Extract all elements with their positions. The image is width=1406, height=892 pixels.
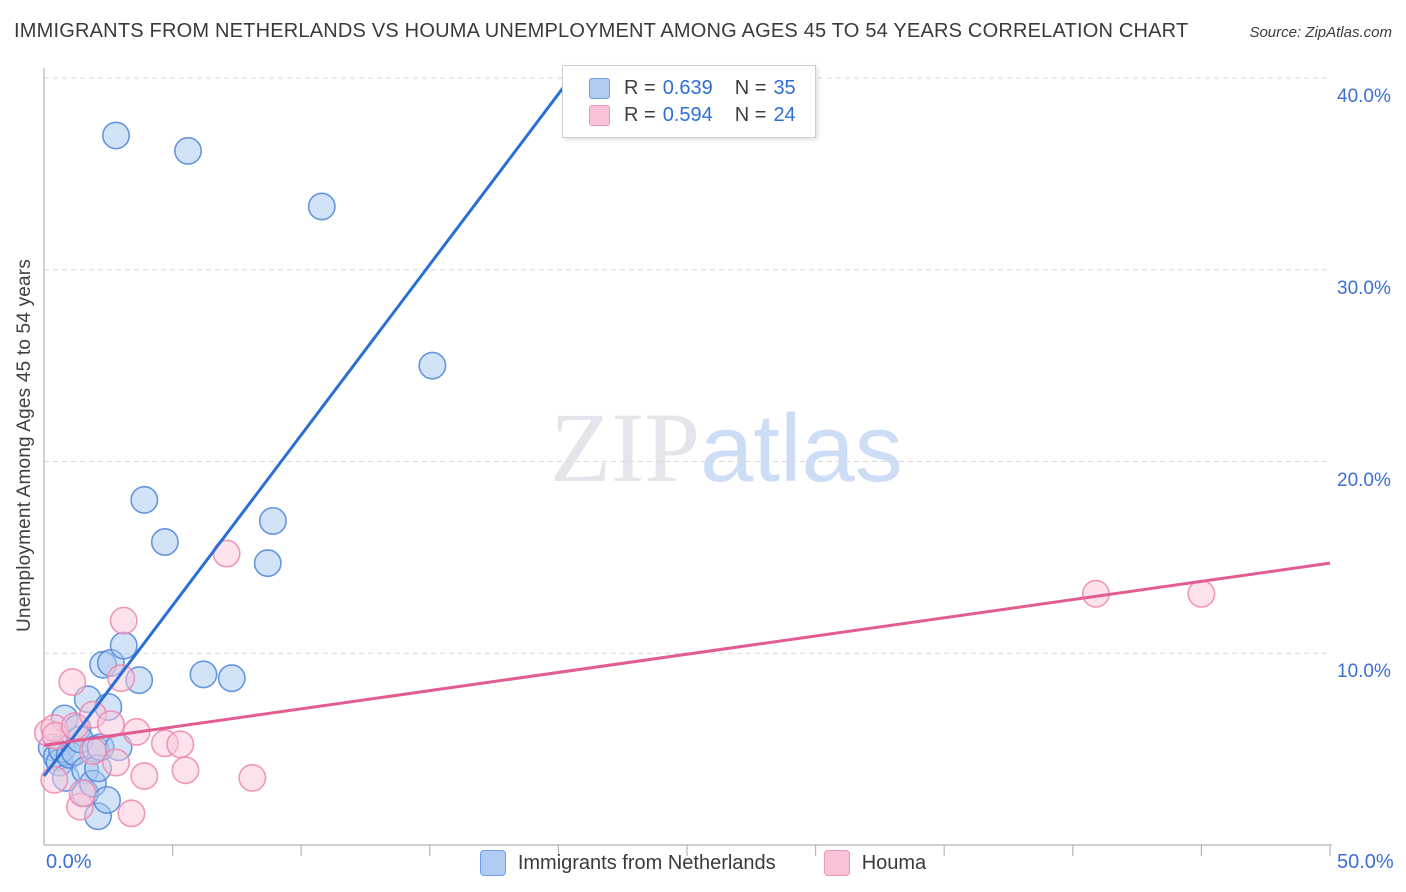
scatter-point-houma <box>68 779 97 808</box>
scatter-point-netherlands <box>102 121 131 150</box>
series-legend: Immigrants from Netherlands Houma <box>0 850 1406 876</box>
scatter-point-netherlands <box>189 660 218 689</box>
blue-series-swatch-icon <box>589 77 610 99</box>
scatter-point-houma <box>40 765 69 794</box>
scatter-point-houma <box>1187 579 1216 608</box>
scatter-point-houma <box>117 799 146 828</box>
source-attribution: Source: ZipAtlas.com <box>1249 24 1392 41</box>
n-value-netherlands: 35 <box>773 76 796 99</box>
scatter-point-netherlands <box>93 785 122 814</box>
x-tick-label-min: 0.0% <box>46 851 92 873</box>
scatter-point-netherlands <box>130 485 159 514</box>
legend-item-netherlands: Immigrants from Netherlands <box>479 850 776 876</box>
n-label: N = <box>734 103 767 126</box>
correlation-legend: R = 0.639 N = 35 R = 0.594 N = 24 <box>562 65 816 138</box>
y-tick-label-20: 20.0% <box>1337 470 1391 491</box>
y-tick-label-40: 40.0% <box>1337 86 1391 107</box>
scatter-point-houma <box>109 606 138 635</box>
scatter-point-netherlands <box>109 631 138 660</box>
scatter-point-houma <box>130 761 159 790</box>
legend-item-houma: Houma <box>823 850 927 876</box>
scatter-point-houma <box>171 756 200 785</box>
scatter-point-netherlands <box>258 506 287 535</box>
r-label: R = <box>624 76 656 99</box>
page-title: IMMIGRANTS FROM NETHERLANDS VS HOUMA UNE… <box>14 20 1189 42</box>
scatter-point-houma <box>96 710 125 739</box>
r-label: R = <box>624 103 656 126</box>
legend-row-netherlands: R = 0.639 N = 35 <box>589 75 815 101</box>
r-value-netherlands: 0.639 <box>662 76 713 99</box>
y-tick-label-30: 30.0% <box>1337 278 1391 299</box>
y-tick-label-10: 10.0% <box>1337 661 1391 682</box>
scatter-point-houma <box>58 668 87 697</box>
scatter-point-netherlands <box>217 664 246 693</box>
pink-series-swatch-icon <box>823 850 850 876</box>
scatter-point-houma <box>238 763 267 792</box>
blue-series-swatch-icon <box>479 850 506 876</box>
scatter-point-netherlands <box>307 192 336 221</box>
zipatlas-watermark: ZIPatlas <box>550 398 903 498</box>
watermark-atlas: atlas <box>700 395 903 502</box>
n-value-houma: 24 <box>773 103 796 126</box>
n-label: N = <box>734 76 767 99</box>
scatter-point-houma <box>102 748 131 777</box>
legend-label-netherlands: Immigrants from Netherlands <box>517 851 776 874</box>
pink-series-swatch-icon <box>589 104 610 126</box>
trendline-netherlands <box>42 67 579 777</box>
scatter-point-houma <box>166 730 195 759</box>
scatter-point-houma <box>78 737 107 766</box>
scatter-point-netherlands <box>253 549 282 578</box>
scatter-point-netherlands <box>418 351 447 380</box>
legend-label-houma: Houma <box>861 851 927 874</box>
r-value-houma: 0.594 <box>662 103 713 126</box>
x-tick-label-max: 50.0% <box>1337 851 1394 873</box>
trendline-houma <box>43 561 1331 747</box>
scatter-point-netherlands <box>150 528 179 557</box>
watermark-zip: ZIP <box>550 392 700 503</box>
scatter-point-netherlands <box>174 136 203 165</box>
legend-row-houma: R = 0.594 N = 24 <box>589 102 815 128</box>
